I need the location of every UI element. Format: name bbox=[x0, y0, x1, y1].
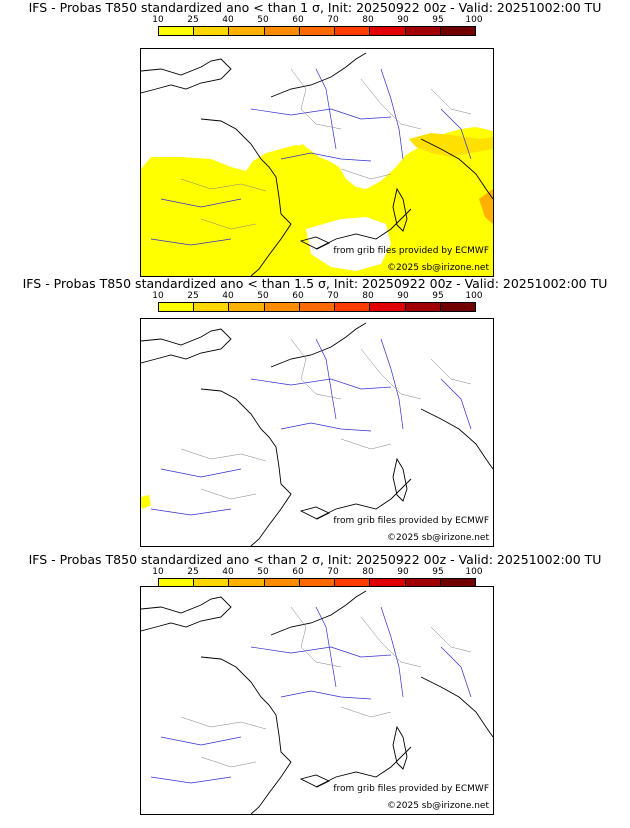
copyright-credit: ©2025 sb@irizone.net bbox=[387, 801, 489, 811]
colorbar-tick: 25 bbox=[187, 291, 199, 301]
map-area: from grib files provided by ECMWF ©2025 … bbox=[140, 318, 494, 547]
map-area: from grib files provided by ECMWF ©2025 … bbox=[140, 48, 494, 277]
colorbar-tick: 70 bbox=[327, 567, 339, 577]
sea-area bbox=[306, 217, 391, 271]
colorbar-swatch bbox=[264, 303, 300, 311]
coastline bbox=[141, 52, 493, 276]
probability-area bbox=[141, 495, 151, 509]
colorbar-tick: 60 bbox=[292, 567, 304, 577]
source-credit: from grib files provided by ECMWF bbox=[333, 246, 489, 256]
borders bbox=[180, 338, 472, 500]
colorbar-tick: 60 bbox=[292, 15, 304, 25]
colorbar-tick: 60 bbox=[292, 291, 304, 301]
colorbar-swatch bbox=[405, 579, 441, 587]
probability-area bbox=[409, 133, 493, 157]
rivers bbox=[150, 68, 472, 246]
source-credit: from grib files provided by ECMWF bbox=[333, 516, 489, 526]
colorbar-swatch bbox=[299, 303, 336, 311]
colorbar-tick: 100 bbox=[465, 15, 483, 25]
panel-title: IFS - Probas T850 standardized ano < tha… bbox=[22, 276, 608, 291]
colorbar-swatch bbox=[405, 27, 441, 35]
colorbar-swatch bbox=[159, 27, 195, 35]
colorbar-swatch bbox=[335, 303, 371, 311]
colorbar-swatch bbox=[229, 303, 265, 311]
colorbar-tick: 80 bbox=[362, 567, 374, 577]
colorbar bbox=[158, 302, 476, 312]
colorbar-tick: 25 bbox=[187, 15, 199, 25]
colorbar-swatch bbox=[194, 27, 230, 35]
colorbar-swatch bbox=[159, 579, 195, 587]
map-panel-1: IFS - Probas T850 standardized ano < tha… bbox=[0, 0, 630, 277]
panel-title: IFS - Probas T850 standardized ano < tha… bbox=[28, 552, 602, 567]
colorbar-tick: 100 bbox=[465, 291, 483, 301]
rivers bbox=[150, 606, 472, 784]
colorbar-tick: 40 bbox=[222, 15, 234, 25]
panel-title: IFS - Probas T850 standardized ano < tha… bbox=[28, 0, 602, 15]
map-area: from grib files provided by ECMWF ©2025 … bbox=[140, 586, 494, 815]
probability-area bbox=[273, 144, 327, 219]
copyright-credit: ©2025 sb@irizone.net bbox=[387, 533, 489, 543]
colorbar-swatch bbox=[405, 303, 441, 311]
colorbar-swatch bbox=[299, 579, 336, 587]
source-credit: from grib files provided by ECMWF bbox=[333, 784, 489, 794]
map-panel-3: IFS - Probas T850 standardized ano < tha… bbox=[0, 552, 630, 828]
colorbar-swatch bbox=[440, 27, 475, 35]
colorbar-tick: 95 bbox=[432, 567, 444, 577]
colorbar-swatch bbox=[299, 27, 336, 35]
colorbar-swatch bbox=[194, 579, 230, 587]
colorbar-swatch bbox=[194, 303, 230, 311]
colorbar-tick: 10 bbox=[152, 567, 164, 577]
colorbar-tick: 70 bbox=[327, 15, 339, 25]
borders bbox=[180, 606, 472, 768]
colorbar-labels: 10 25 40 50 60 70 80 90 95 100 bbox=[152, 567, 482, 578]
colorbar-swatch bbox=[264, 579, 300, 587]
colorbar-swatch bbox=[370, 579, 406, 587]
colorbar-tick: 80 bbox=[362, 291, 374, 301]
rivers bbox=[150, 338, 472, 516]
colorbar-tick: 40 bbox=[222, 567, 234, 577]
colorbar-tick: 50 bbox=[257, 291, 269, 301]
probability-area bbox=[479, 189, 493, 224]
colorbar-tick: 40 bbox=[222, 291, 234, 301]
colorbar-swatch bbox=[440, 579, 475, 587]
colorbar-swatch bbox=[335, 27, 371, 35]
colorbar-tick: 80 bbox=[362, 15, 374, 25]
colorbar-swatch bbox=[370, 27, 406, 35]
colorbar-tick: 90 bbox=[397, 567, 409, 577]
copyright-credit: ©2025 sb@irizone.net bbox=[387, 263, 489, 273]
colorbar-swatch bbox=[264, 27, 300, 35]
colorbar-swatch bbox=[229, 27, 265, 35]
colorbar-swatch bbox=[335, 579, 371, 587]
colorbar-tick: 90 bbox=[397, 15, 409, 25]
colorbar-swatch bbox=[159, 303, 195, 311]
map-canvas bbox=[141, 322, 493, 546]
map-canvas bbox=[141, 52, 493, 276]
colorbar-tick: 10 bbox=[152, 291, 164, 301]
colorbar-swatch bbox=[229, 579, 265, 587]
map-panel-2: IFS - Probas T850 standardized ano < tha… bbox=[0, 276, 630, 552]
colorbar-tick: 50 bbox=[257, 567, 269, 577]
colorbar-tick: 100 bbox=[465, 567, 483, 577]
colorbar-tick: 50 bbox=[257, 15, 269, 25]
colorbar-swatch bbox=[370, 303, 406, 311]
colorbar-tick: 25 bbox=[187, 567, 199, 577]
colorbar-labels: 10 25 40 50 60 70 80 90 95 100 bbox=[152, 291, 482, 302]
colorbar-tick: 95 bbox=[432, 15, 444, 25]
colorbar-labels: 10 25 40 50 60 70 80 90 95 100 bbox=[152, 15, 482, 26]
colorbar-tick: 95 bbox=[432, 291, 444, 301]
colorbar-tick: 70 bbox=[327, 291, 339, 301]
borders bbox=[180, 68, 472, 230]
coastline bbox=[141, 322, 493, 546]
map-canvas bbox=[141, 590, 493, 814]
colorbar-tick: 90 bbox=[397, 291, 409, 301]
colorbar-swatch bbox=[440, 303, 475, 311]
coastline bbox=[141, 590, 493, 814]
colorbar-tick: 10 bbox=[152, 15, 164, 25]
colorbar bbox=[158, 26, 476, 36]
